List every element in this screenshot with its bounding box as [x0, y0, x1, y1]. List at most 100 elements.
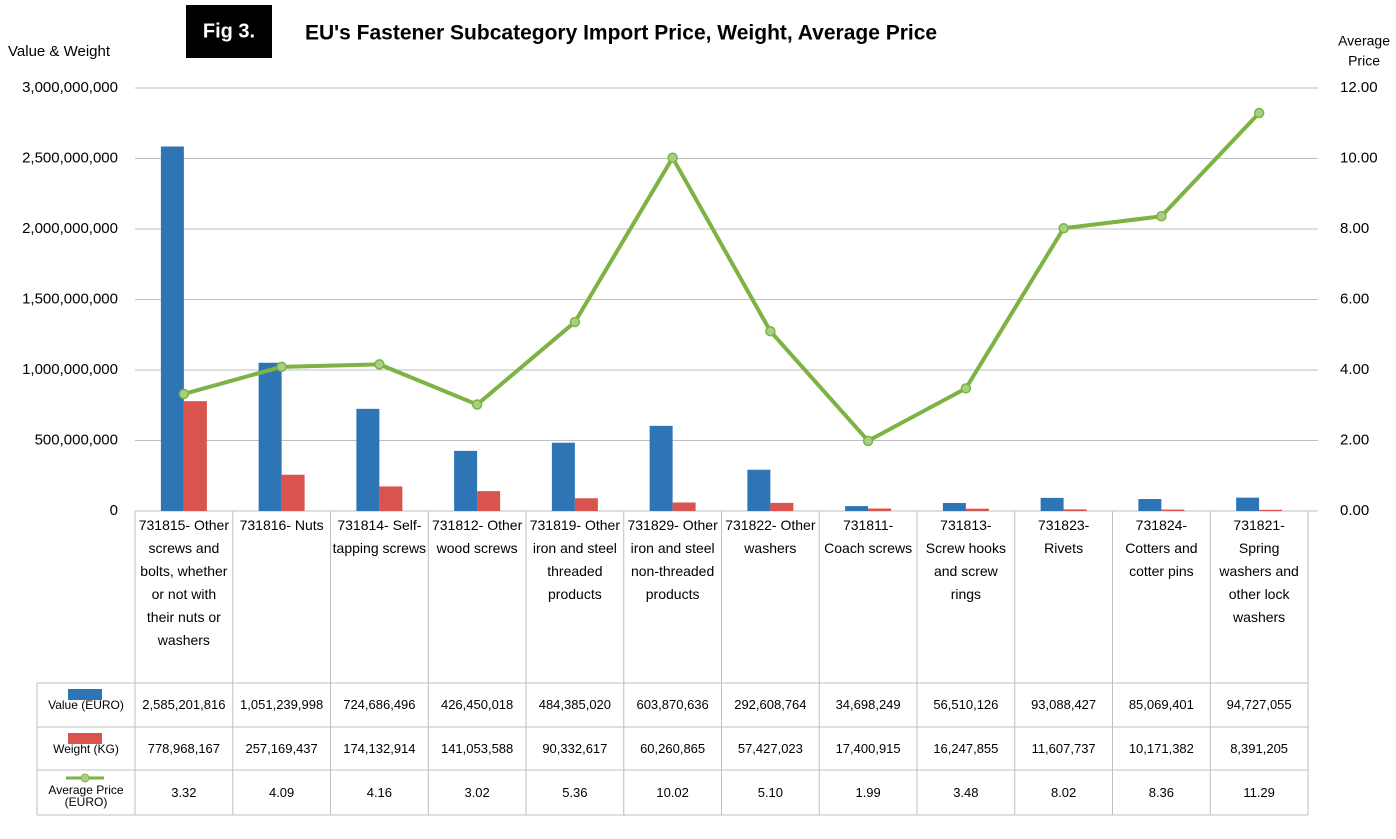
legend-swatch — [68, 689, 102, 700]
legend-swatch — [68, 733, 102, 744]
table-value: 34,698,249 — [835, 697, 901, 712]
y2-tick-label: 6.00 — [1340, 290, 1369, 307]
line-marker — [471, 399, 483, 410]
y2-tick-label: 2.00 — [1340, 431, 1369, 448]
table-value: 8.36 — [1148, 784, 1175, 800]
table-value: 484,385,020 — [538, 697, 612, 712]
bar — [454, 450, 478, 511]
table-value: 93,088,427 — [1031, 697, 1097, 712]
bar — [1259, 509, 1283, 511]
bar — [574, 498, 598, 511]
line-marker — [667, 152, 678, 164]
bar — [1236, 497, 1260, 511]
bar — [356, 408, 380, 511]
y2-tick-label: 8.00 — [1340, 220, 1369, 237]
table-value: 11.29 — [1243, 784, 1275, 800]
y-tick-label: 1,000,000,000 — [22, 361, 118, 378]
table-value: 85,069,401 — [1128, 697, 1194, 712]
table-value: 257,169,437 — [245, 740, 318, 756]
fig-label: Fig 3. — [203, 20, 255, 42]
bar — [379, 486, 403, 511]
line-marker — [1156, 211, 1167, 222]
table-value: 1,051,239,998 — [240, 697, 324, 712]
line-marker — [569, 316, 581, 328]
line-marker — [765, 325, 776, 337]
bar — [868, 508, 892, 511]
bar — [1040, 497, 1064, 511]
table-value: 94,727,055 — [1226, 697, 1292, 712]
line-marker — [1253, 107, 1265, 119]
bar — [551, 442, 575, 511]
table-value: 8,391,205 — [1230, 740, 1289, 756]
legend-label: Weight (KG) — [53, 742, 119, 756]
fig-box — [186, 5, 272, 58]
line-marker — [374, 359, 385, 370]
table-value: 11,607,737 — [1031, 740, 1096, 756]
category-label: 731815- Other screws and bolts, whether … — [138, 517, 230, 648]
bar — [845, 506, 869, 511]
table-value: 2,585,201,816 — [142, 697, 226, 712]
bar — [183, 401, 207, 511]
y-tick-label: 2,000,000,000 — [22, 220, 118, 237]
bar — [258, 362, 282, 511]
bar — [770, 502, 794, 511]
table-value: 778,968,167 — [147, 740, 221, 756]
bar — [1161, 509, 1185, 511]
table-value: 426,450,018 — [440, 697, 514, 712]
category-label: 731819- Other iron and steel threaded pr… — [529, 517, 621, 602]
bar — [1063, 509, 1087, 511]
line-marker — [1058, 223, 1069, 234]
table-value: 60,260,865 — [640, 740, 706, 756]
y2-tick-label: 4.00 — [1340, 361, 1369, 378]
y-tick-label: 3,000,000,000 — [22, 79, 118, 96]
table-value: 4.09 — [268, 784, 295, 800]
line-marker — [178, 388, 190, 400]
category-label: 731811- Coach screws — [824, 517, 913, 556]
bar — [1138, 499, 1162, 511]
table-value: 56,510,126 — [933, 697, 999, 712]
table-value: 10,171,382 — [1128, 740, 1194, 756]
bar — [281, 474, 305, 511]
category-label: 731813- Screw hooks and screw rings — [925, 517, 1006, 602]
category-label: 731812- Other wood screws — [431, 517, 523, 556]
table-value: 603,870,636 — [636, 697, 709, 712]
category-label: 731814- Self-tapping screws — [332, 517, 427, 556]
line-marker — [960, 383, 972, 394]
y-tick-label: 2,500,000,000 — [22, 149, 118, 166]
line — [183, 111, 1261, 443]
y2-axis-label-2: Price — [1348, 53, 1380, 69]
y2-tick-label: 12.00 — [1340, 79, 1378, 96]
table-value: 90,332,617 — [542, 740, 608, 756]
category-label: 731822- Other washers — [725, 517, 816, 556]
category-label: 731821- Spring washers and other lock wa… — [1219, 517, 1299, 625]
legend-label: Average Price (EURO) — [48, 783, 124, 809]
bar — [672, 502, 696, 511]
bar — [747, 469, 771, 511]
table-value: 5.10 — [757, 784, 784, 800]
legend-label: Value (EURO) — [48, 698, 124, 712]
table-value: 4.16 — [366, 784, 393, 800]
table-value: 1.99 — [855, 784, 881, 800]
y2-tick-label: 0.00 — [1340, 502, 1369, 519]
table-value: 5.36 — [562, 784, 588, 800]
category-label: 731824- Cotters and cotter pins — [1125, 517, 1198, 579]
category-label: 731829- Other iron and steel non-threade… — [627, 517, 718, 602]
table-value: 17,400,915 — [835, 740, 901, 756]
bar — [649, 425, 673, 511]
table-value: 724,686,496 — [343, 697, 416, 712]
bar — [942, 503, 966, 511]
table-value: 3.32 — [171, 784, 197, 800]
table-value: 174,132,914 — [343, 740, 416, 756]
table-value: 3.48 — [953, 784, 979, 800]
y2-tick-label: 10.00 — [1340, 149, 1378, 166]
y-tick-label: 0 — [110, 502, 118, 519]
chart-title: EU's Fastener Subcategory Import Price, … — [305, 22, 937, 45]
y-tick-label: 500,000,000 — [35, 431, 118, 448]
category-label: 731816- Nuts — [239, 517, 324, 533]
bar — [477, 491, 501, 511]
table-value: 16,247,855 — [933, 740, 999, 756]
legend-swatch — [80, 773, 90, 783]
y-axis-label: Value & Weight — [8, 43, 111, 60]
